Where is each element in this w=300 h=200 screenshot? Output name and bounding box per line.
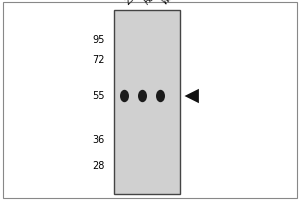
Text: 36: 36 xyxy=(93,135,105,145)
Ellipse shape xyxy=(138,90,147,102)
Bar xyxy=(114,10,180,194)
Ellipse shape xyxy=(120,90,129,102)
Polygon shape xyxy=(184,89,199,103)
Text: 95: 95 xyxy=(93,35,105,45)
Text: 293: 293 xyxy=(124,0,141,6)
Text: Hela: Hela xyxy=(142,0,161,6)
Text: 28: 28 xyxy=(93,161,105,171)
Text: 55: 55 xyxy=(92,91,105,101)
Text: WiDr: WiDr xyxy=(160,0,180,6)
Text: 72: 72 xyxy=(92,55,105,65)
Ellipse shape xyxy=(156,90,165,102)
